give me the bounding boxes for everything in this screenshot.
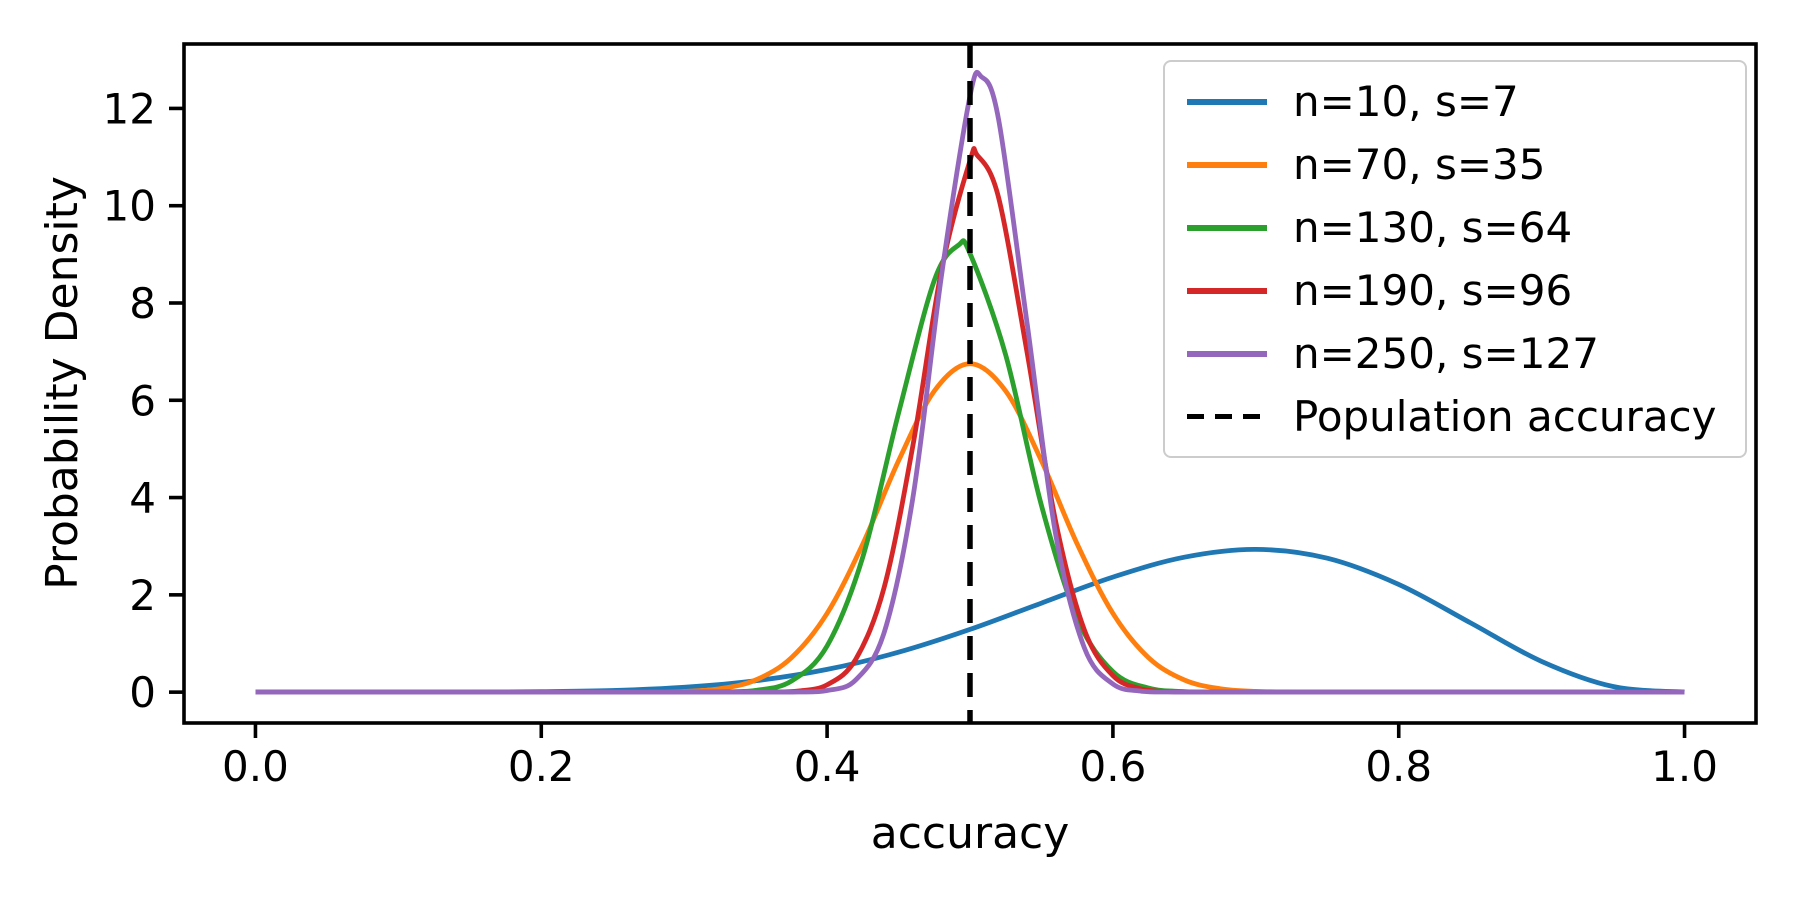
- y-tick-label: 8: [129, 279, 156, 328]
- x-tick-label: 0.4: [794, 742, 861, 791]
- x-tick-label: 0.2: [508, 742, 575, 791]
- legend-item-label: n=190, s=96: [1293, 265, 1573, 315]
- legend: n=10, s=7 n=70, s=35 n=130, s=64 n=190, s=9…: [1163, 60, 1747, 458]
- y-tick-label: 12: [103, 84, 156, 133]
- y-tick-label: 0: [129, 668, 156, 717]
- legend-item: n=130, s=64: [1187, 196, 1725, 259]
- legend-item-label: n=70, s=35: [1293, 139, 1546, 189]
- legend-line-swatch: [1187, 98, 1267, 105]
- y-tick-label: 6: [129, 376, 156, 425]
- legend-item: n=250, s=127: [1187, 322, 1725, 385]
- x-axis-label: accuracy: [870, 808, 1070, 859]
- legend-item-label: n=130, s=64: [1293, 202, 1573, 252]
- y-tick-label: 10: [103, 182, 156, 231]
- legend-item: n=10, s=7: [1187, 70, 1725, 133]
- legend-item: n=70, s=35: [1187, 133, 1725, 196]
- x-tick-label: 0.8: [1365, 742, 1432, 791]
- legend-item-label: n=250, s=127: [1293, 328, 1599, 378]
- legend-dashed-line-swatch: [1187, 414, 1267, 419]
- x-tick-label: 0.0: [222, 742, 289, 791]
- legend-line-swatch: [1187, 224, 1267, 231]
- axes-spines: [182, 42, 1758, 725]
- legend-item: Population accuracy: [1187, 385, 1725, 448]
- legend-item: n=190, s=96: [1187, 259, 1725, 322]
- series-line-4: [255, 70, 1685, 695]
- legend-item-label: Population accuracy: [1293, 391, 1717, 441]
- legend-line-swatch: [1187, 287, 1267, 294]
- y-tick-label: 2: [129, 571, 156, 620]
- legend-item-label: n=10, s=7: [1293, 76, 1519, 126]
- y-tick-label: 4: [129, 474, 156, 523]
- x-tick-label: 0.6: [1080, 742, 1147, 791]
- legend-line-swatch: [1187, 350, 1267, 357]
- x-tick-label: 1.0: [1651, 742, 1718, 791]
- legend-line-swatch: [1187, 161, 1267, 168]
- y-axis-label: Probability Density: [37, 176, 88, 590]
